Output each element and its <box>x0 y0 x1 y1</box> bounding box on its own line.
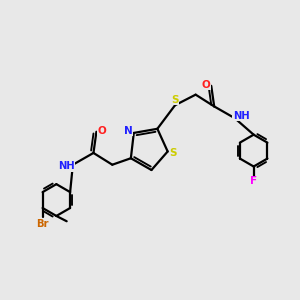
Text: S: S <box>169 148 177 158</box>
Text: F: F <box>250 176 257 186</box>
Text: Br: Br <box>36 219 49 229</box>
Text: NH: NH <box>233 111 250 121</box>
Text: NH: NH <box>58 161 75 172</box>
Text: S: S <box>171 95 179 105</box>
Text: O: O <box>202 80 210 90</box>
Text: O: O <box>97 126 106 136</box>
Text: N: N <box>124 126 133 136</box>
